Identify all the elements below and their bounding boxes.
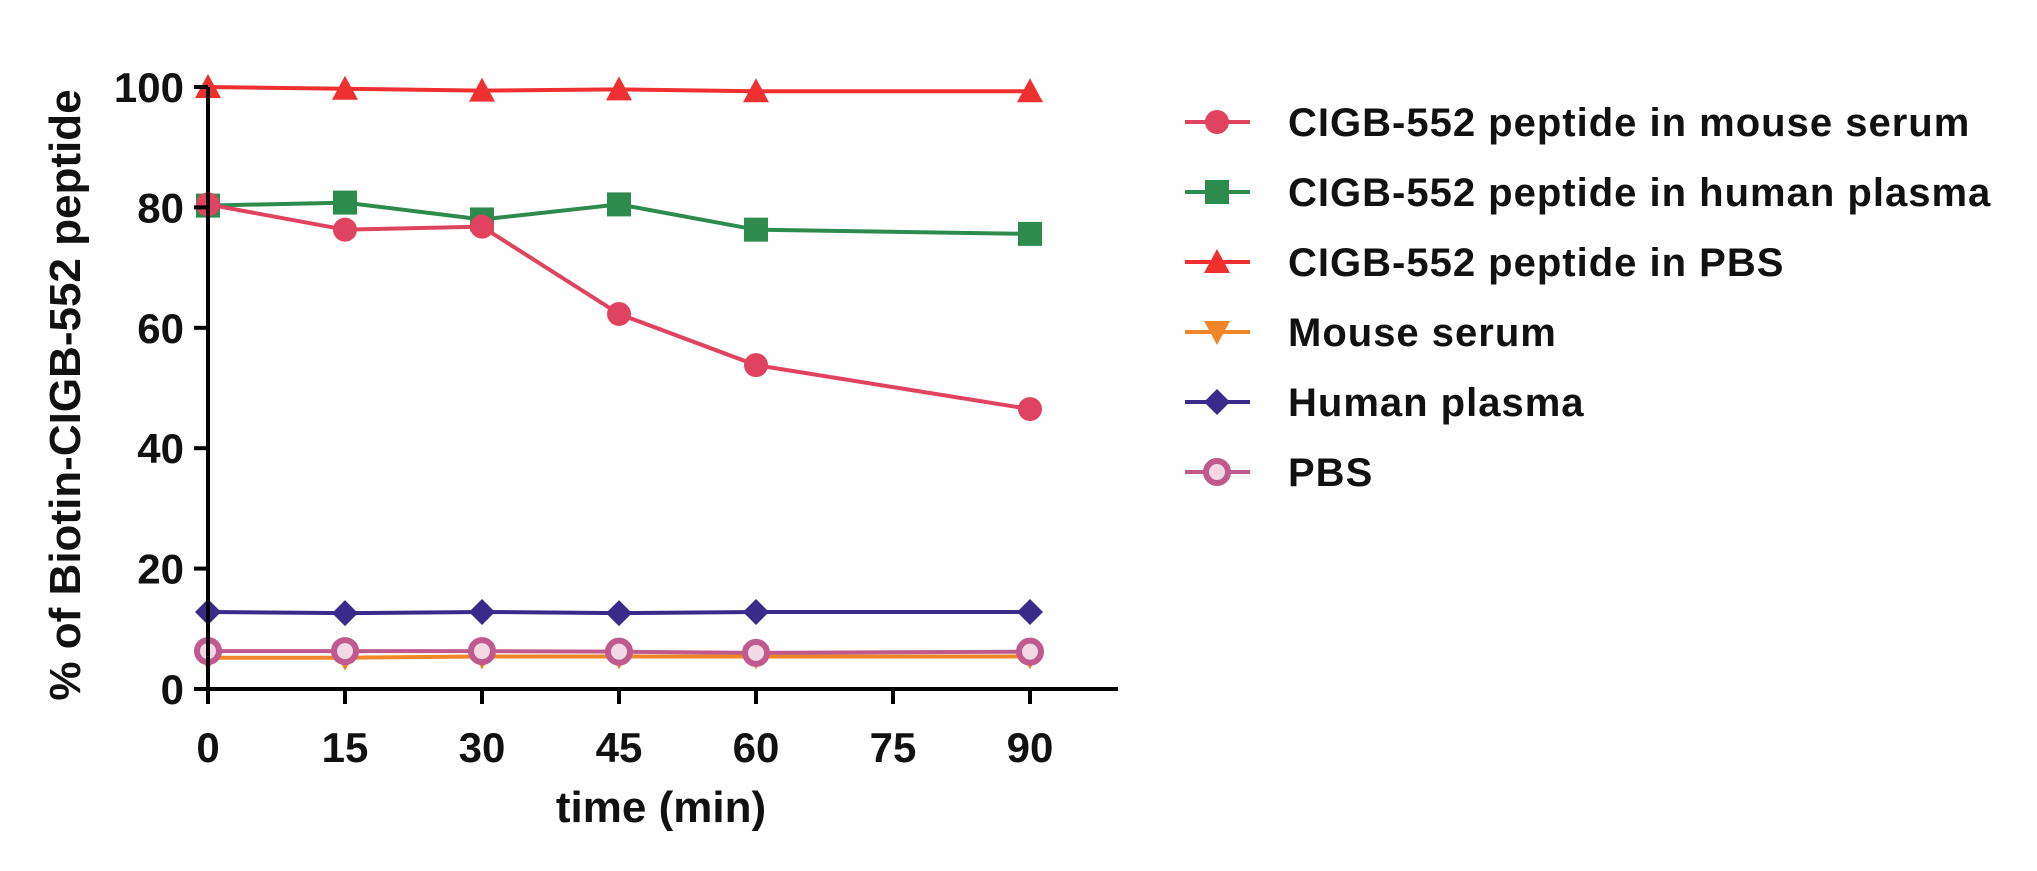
series-line [207, 85, 1030, 94]
x-tick-label: 60 [733, 724, 780, 771]
series-line [207, 200, 1031, 236]
x-axis-title: time (min) [556, 783, 766, 832]
data-point-triangle-up [606, 76, 632, 101]
legend-item: PBS [1185, 451, 1373, 495]
series-5 [194, 637, 1044, 667]
data-point-diamond [606, 600, 632, 627]
x-tick-label: 0 [196, 724, 219, 771]
series-2 [195, 74, 1043, 103]
x-tick-label: 75 [870, 724, 917, 771]
x-tick-label: 15 [322, 724, 369, 771]
y-axis-title: % of Biotin-CIGB-552 peptide [41, 89, 90, 700]
data-point-open-circle [605, 637, 633, 666]
data-point-triangle-up [743, 78, 769, 103]
data-point-open-circle [331, 637, 359, 666]
data-point-open-circle [468, 637, 496, 666]
data-point-triangle-up [469, 77, 495, 102]
data-point-open-circle [1016, 637, 1044, 666]
series-4 [195, 598, 1043, 627]
data-point-diamond [1017, 598, 1043, 625]
legend-marker-circle [1205, 110, 1229, 134]
series-line [208, 654, 1030, 660]
data-point-circle [333, 217, 357, 242]
data-point-circle [744, 353, 768, 378]
x-tick-label: 30 [459, 724, 506, 771]
data-point-triangle-up [332, 75, 358, 100]
series-line [207, 609, 1030, 616]
data-point-circle [1018, 397, 1042, 422]
series-line [207, 202, 1031, 412]
legend-marker-square [1205, 180, 1229, 204]
legend-item: CIGB-552 peptide in human plasma [1185, 171, 1991, 215]
data-point-square [1018, 221, 1042, 246]
data-point-open-circle [742, 638, 770, 667]
legend-label: CIGB-552 peptide in mouse serum [1288, 101, 1970, 145]
legend-item: Mouse serum [1185, 311, 1557, 355]
legend-marker-triangle-up [1204, 249, 1230, 273]
y-tick-label: 100 [114, 64, 184, 111]
x-tick-label: 90 [1007, 724, 1054, 771]
y-tick-label: 20 [137, 546, 184, 593]
data-point-square [744, 217, 768, 242]
legend-label: PBS [1288, 451, 1373, 495]
data-point-triangle-up [1017, 78, 1043, 103]
data-point-diamond [469, 598, 495, 625]
legend: CIGB-552 peptide in mouse serum CIGB-552 … [1185, 101, 1991, 495]
series-line [208, 649, 1031, 655]
data-point-diamond [332, 600, 358, 627]
ticks: 0 20 40 60 80 100 0 15 30 45 60 75 90 [114, 64, 1053, 771]
series-0 [196, 192, 1042, 422]
legend-item: Human plasma [1185, 381, 1585, 425]
legend-marker-triangle-down [1204, 321, 1230, 345]
y-tick-label: 80 [137, 184, 184, 231]
data-point-circle [470, 214, 494, 239]
legend-marker-diamond [1204, 389, 1230, 415]
data-point-circle [607, 301, 631, 326]
y-tick-label: 40 [137, 425, 184, 472]
x-tick-label: 45 [596, 724, 643, 771]
axes [206, 87, 1118, 691]
legend-label: Mouse serum [1288, 311, 1557, 355]
y-tick-label: 0 [161, 666, 184, 713]
legend-label: Human plasma [1288, 381, 1585, 425]
data-point-square [333, 190, 357, 215]
legend-item: CIGB-552 peptide in PBS [1185, 241, 1784, 285]
data-point-square [607, 192, 631, 217]
legend-marker-open-circle [1203, 458, 1231, 486]
series-1 [196, 190, 1042, 246]
legend-item: CIGB-552 peptide in mouse serum [1185, 101, 1970, 145]
legend-label: CIGB-552 peptide in human plasma [1288, 171, 1991, 215]
data-point-diamond [743, 598, 769, 625]
plot-area [194, 74, 1044, 671]
y-tick-label: 60 [137, 305, 184, 352]
legend-label: CIGB-552 peptide in PBS [1288, 241, 1784, 285]
